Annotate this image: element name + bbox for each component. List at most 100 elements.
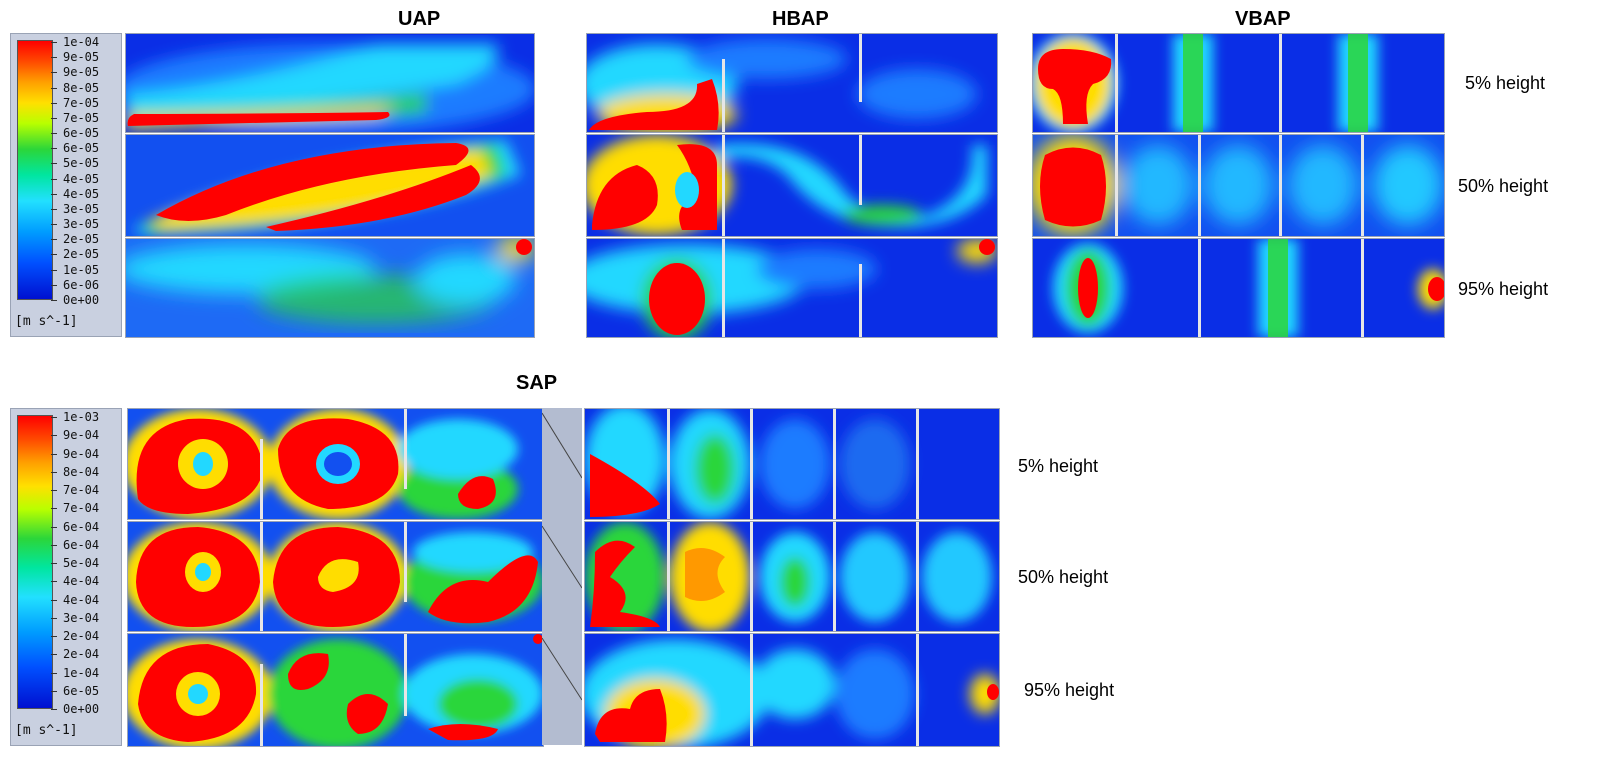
uap-panel-50	[125, 134, 535, 237]
colorbar-tick-label: 3e-05	[63, 201, 100, 216]
colorbar-tick	[51, 42, 57, 43]
sap-left-panel-5	[127, 408, 544, 520]
vbap-panel-50	[1032, 134, 1445, 237]
colorbar-tick-label: 6e-04	[63, 537, 100, 552]
colorbar-tick-label: 7e-05	[63, 110, 100, 125]
colorbar-tick-label: 9e-05	[63, 50, 100, 65]
colorbar-tick	[51, 435, 57, 437]
colorbar-tick	[51, 654, 57, 656]
colorbar-tick-label: 2e-04	[63, 647, 100, 662]
colorbar-top: 1e-04 9e-05 9e-05 8e-05 7e-05 7e-05 6e-05 6e-05…	[10, 33, 122, 337]
colorbar-tick-label: 4e-05	[63, 186, 100, 201]
height-label-bottom-50: 50% height	[1018, 567, 1109, 587]
colorbar-tick	[51, 636, 57, 637]
colorbar-tick-label: 2e-05	[63, 232, 100, 247]
height-label-top-5: 5% height	[1465, 73, 1546, 93]
colorbar-tick-label: 0e+00	[63, 702, 100, 716]
sap-title: SAP	[516, 372, 558, 394]
vbap-title: VBAP	[1235, 8, 1291, 30]
colorbar-tick-label: 1e-03	[63, 410, 100, 424]
colorbar-tick	[51, 599, 57, 601]
colorbar-tick	[51, 508, 57, 510]
colorbar-tick	[51, 178, 57, 180]
colorbar-tick-label: 3e-05	[63, 217, 100, 232]
colorbar-tick-label: 6e-04	[63, 519, 100, 534]
sap-connector-lines	[542, 412, 582, 701]
colorbar-tick	[51, 87, 57, 89]
colorbar-tick-label: 4e-05	[63, 171, 100, 186]
colorbar-tick	[51, 254, 57, 256]
colorbar-top-unit: [m s^-1]	[15, 314, 78, 329]
colorbar-tick	[51, 284, 57, 286]
colorbar-tick-label: 1e-04	[63, 35, 100, 49]
sap-right-panel-5	[584, 408, 1000, 520]
colorbar-tick-label: 8e-04	[63, 464, 100, 479]
colorbar-tick-label: 2e-05	[63, 247, 100, 262]
uap-panel-5	[125, 33, 535, 133]
colorbar-tick	[51, 709, 57, 710]
uap-title: UAP	[398, 8, 441, 30]
colorbar-tick-label: 3e-04	[63, 610, 100, 625]
colorbar-tick	[51, 417, 57, 418]
colorbar-tick-label: 9e-05	[63, 65, 100, 80]
colorbar-tick-label: 6e-05	[63, 683, 100, 698]
sap-left-panel-95	[127, 633, 544, 747]
hbap-title: HBAP	[772, 8, 829, 30]
colorbar-tick-label: 4e-04	[63, 574, 100, 589]
colorbar-tick-label: 5e-04	[63, 556, 100, 570]
colorbar-tick	[51, 163, 57, 165]
colorbar-tick	[51, 224, 57, 226]
hbap-panel-50	[586, 134, 998, 237]
colorbar-tick	[51, 148, 57, 150]
colorbar-tick	[51, 117, 57, 119]
colorbar-tick-label: 6e-05	[63, 126, 100, 141]
colorbar-tick-label: 4e-04	[63, 592, 100, 607]
colorbar-tick-label: 0e+00	[63, 293, 100, 307]
colorbar-tick-label: 6e-05	[63, 141, 100, 156]
colorbar-tick	[51, 690, 57, 692]
colorbar-tick-label: 7e-05	[63, 95, 100, 110]
height-label-bottom-95: 95% height	[1024, 680, 1115, 700]
uap-panel-95	[125, 238, 535, 338]
colorbar-tick-label: 8e-05	[63, 80, 100, 95]
vbap-panel-5	[1032, 33, 1445, 133]
colorbar-tick-label: 1e-04	[63, 665, 100, 680]
colorbar-tick	[51, 581, 57, 583]
colorbar-tick	[51, 239, 57, 241]
colorbar-tick	[51, 133, 57, 135]
height-label-bottom-5: 5% height	[1018, 456, 1099, 476]
colorbar-tick	[51, 269, 57, 271]
colorbar-tick-label: 2e-04	[63, 629, 100, 643]
colorbar-tick	[51, 57, 57, 59]
colorbar-tick-label: 6e-06	[63, 277, 100, 292]
colorbar-tick	[51, 672, 57, 674]
colorbar-tick	[51, 490, 57, 491]
hbap-panel-5	[586, 33, 998, 133]
colorbar-tick	[51, 72, 57, 74]
colorbar-tick-label: 1e-05	[63, 262, 100, 277]
colorbar-tick	[51, 526, 57, 528]
colorbar-tick-label: 9e-04	[63, 428, 100, 443]
sap-right-panel-50	[584, 521, 1000, 632]
colorbar-bottom-unit: [m s^-1]	[15, 723, 78, 738]
colorbar-tick-label: 7e-04	[63, 483, 100, 497]
colorbar-tick	[51, 453, 57, 455]
colorbar-tick-label: 5e-05	[63, 156, 100, 171]
colorbar-top-gradient	[17, 40, 53, 300]
height-label-top-95: 95% height	[1458, 279, 1549, 299]
colorbar-tick-label: 9e-04	[63, 446, 100, 461]
colorbar-tick	[51, 617, 57, 619]
hbap-panel-95	[586, 238, 998, 338]
colorbar-tick	[51, 300, 57, 301]
colorbar-tick	[51, 471, 57, 473]
colorbar-bottom-gradient	[17, 415, 53, 709]
colorbar-tick	[51, 544, 57, 546]
colorbar-tick	[51, 102, 57, 104]
sap-left-panel-50	[127, 521, 544, 632]
colorbar-tick	[51, 208, 57, 210]
sap-right-panel-95	[584, 633, 1000, 747]
colorbar-tick-label: 7e-04	[63, 501, 100, 516]
height-label-top-50: 50% height	[1458, 176, 1549, 196]
vbap-panel-95	[1032, 238, 1445, 338]
colorbar-tick	[51, 563, 57, 564]
